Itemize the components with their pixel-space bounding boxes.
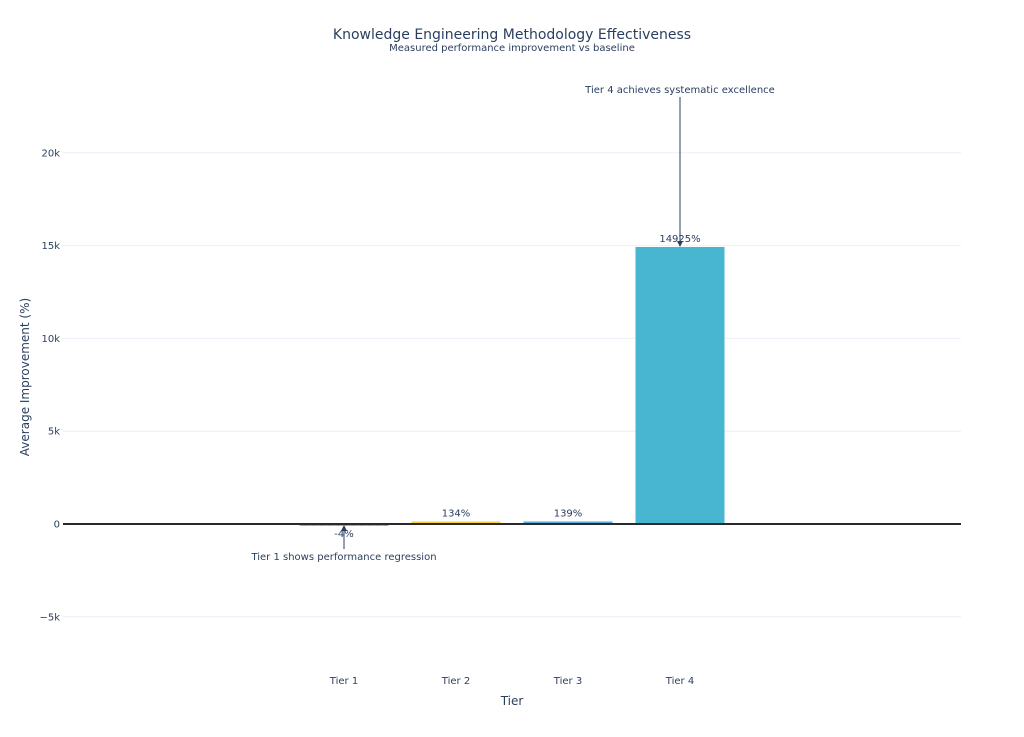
y-tick-label: 5k: [48, 427, 60, 438]
gridlines: [63, 152, 961, 618]
y-tick-label: 0: [54, 520, 60, 531]
annotations: Tier 1 shows performance regression Tier …: [250, 85, 774, 563]
x-tick-label: Tier 1: [329, 676, 358, 687]
bars: [299, 246, 725, 526]
data-label: 139%: [554, 508, 583, 519]
x-tick-label: Tier 3: [553, 676, 582, 687]
x-axis-title: Tier: [500, 694, 524, 708]
data-label: 134%: [442, 509, 471, 520]
chart-subtitle: Measured performance improvement vs base…: [389, 43, 635, 54]
y-tick-label: 20k: [41, 148, 60, 159]
annotation-text: Tier 4 achieves systematic excellence: [584, 85, 775, 96]
y-tick-label: 10k: [41, 334, 60, 345]
axis-ticks: −5k 0 5k 10k 15k 20k Tier 1 Tier 2 Tier 3 Tier 4: [39, 148, 694, 687]
y-axis-title: Average Improvement (%): [18, 298, 32, 456]
bar: [411, 521, 501, 524]
x-tick-label: Tier 4: [665, 676, 694, 687]
y-tick-label: 15k: [41, 241, 60, 252]
annotation-text: Tier 1 shows performance regression: [250, 552, 436, 563]
chart-title: Knowledge Engineering Methodology Effect…: [333, 27, 691, 43]
x-tick-label: Tier 2: [441, 676, 470, 687]
bar: [635, 246, 725, 524]
annotation-arrowhead: [341, 525, 347, 531]
annotation-arrowhead: [677, 240, 683, 247]
y-tick-label: −5k: [39, 612, 60, 623]
bar: [523, 521, 613, 524]
